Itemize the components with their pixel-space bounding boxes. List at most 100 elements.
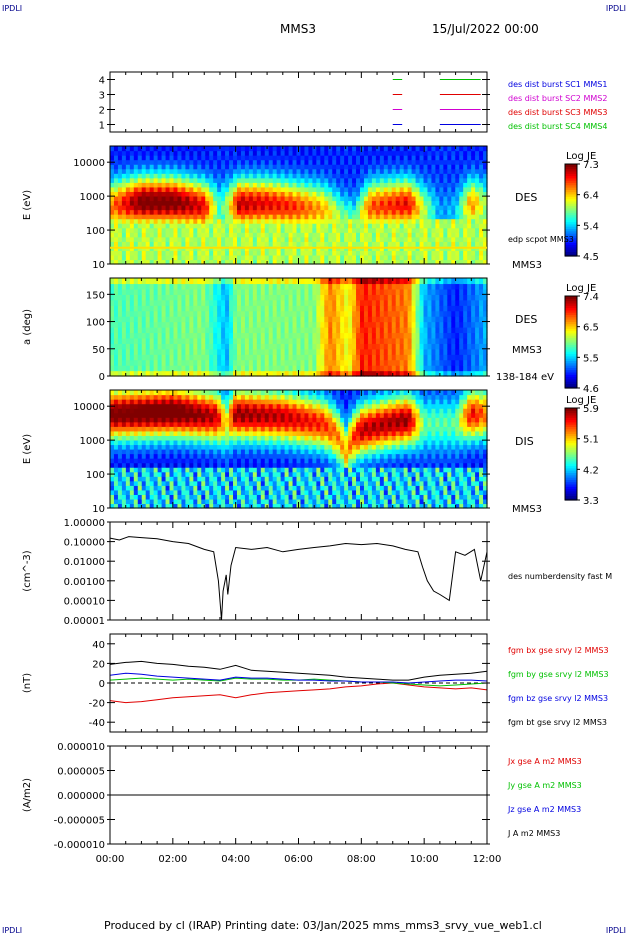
heatmap-cell — [400, 283, 405, 289]
heatmap-cell — [253, 305, 258, 311]
heatmap-cell — [408, 360, 413, 366]
heatmap-cell — [320, 338, 325, 344]
heatmap-cell — [122, 365, 127, 371]
y-tick-label-burst-status: 2 — [99, 106, 105, 117]
heatmap-cell — [257, 250, 262, 255]
heatmap-cell — [332, 250, 337, 255]
heatmap-cell — [300, 223, 305, 228]
heatmap-cell — [150, 316, 155, 322]
heatmap-cell — [459, 173, 464, 178]
heatmap-cell — [479, 349, 484, 355]
heatmap-cell — [332, 182, 337, 187]
heatmap-cell — [241, 316, 246, 322]
heatmap-cell — [245, 305, 250, 311]
heatmap-cell — [340, 283, 345, 289]
heatmap-cell — [245, 283, 250, 289]
heatmap-cell — [166, 219, 171, 224]
heatmap-cell — [475, 241, 480, 246]
heatmap-cell — [189, 160, 194, 165]
heatmap-cell — [273, 241, 278, 246]
heatmap-cell — [328, 146, 333, 151]
heatmap-cell — [146, 311, 151, 317]
heatmap-cell — [205, 354, 210, 360]
heatmap-cell — [162, 223, 167, 228]
heatmap-cell — [138, 444, 143, 449]
heatmap-cell — [241, 155, 246, 160]
heatmap-cell — [217, 316, 222, 322]
heatmap-cell — [304, 182, 309, 187]
heatmap-cell — [463, 294, 468, 300]
heatmap-cell — [181, 458, 186, 463]
heatmap-cell — [459, 228, 464, 233]
heatmap-cell — [336, 278, 341, 284]
heatmap-cell — [134, 444, 139, 449]
heatmap-cell — [134, 169, 139, 174]
heatmap-cell — [427, 214, 432, 219]
heatmap-cell — [463, 365, 468, 371]
heatmap-cell — [281, 173, 286, 178]
heatmap-cell — [344, 228, 349, 233]
heatmap-cell — [201, 205, 206, 210]
heatmap-cell — [261, 164, 266, 169]
heatmap-cell — [162, 476, 167, 481]
heatmap-cell — [209, 338, 214, 344]
heatmap-cell — [209, 178, 214, 183]
heatmap-cell — [332, 283, 337, 289]
heatmap-cell — [376, 173, 381, 178]
heatmap-cell — [162, 187, 167, 192]
heatmap-cell — [261, 200, 266, 205]
heatmap-cell — [197, 250, 202, 255]
heatmap-cell — [114, 196, 119, 201]
heatmap-cell — [146, 160, 151, 165]
heatmap-cell — [376, 151, 381, 156]
heatmap-cell — [162, 228, 167, 233]
y-tick-label-des-pitch: 150 — [86, 290, 105, 301]
heatmap-cell — [177, 205, 182, 210]
heatmap-cell — [439, 241, 444, 246]
heatmap-cell — [277, 316, 282, 322]
heatmap-cell — [118, 155, 123, 160]
heatmap-cell — [277, 228, 282, 233]
heatmap-cell — [273, 205, 278, 210]
heatmap-cell — [162, 440, 167, 445]
heatmap-cell — [376, 255, 381, 260]
heatmap-cell — [197, 294, 202, 300]
heatmap-cell — [293, 155, 298, 160]
heatmap-cell — [150, 294, 155, 300]
heatmap-cell — [229, 191, 234, 196]
heatmap-cell — [114, 151, 119, 156]
heatmap-cell — [384, 289, 389, 295]
heatmap-cell — [265, 223, 270, 228]
heatmap-cell — [277, 223, 282, 228]
heatmap-cell — [412, 151, 417, 156]
heatmap-cell — [372, 182, 377, 187]
heatmap-cell — [114, 454, 119, 459]
heatmap-cell — [300, 311, 305, 317]
heatmap-cell — [340, 219, 345, 224]
heatmap-cell — [134, 300, 139, 306]
heatmap-cell — [348, 237, 353, 242]
heatmap-cell — [396, 173, 401, 178]
heatmap-cell — [118, 449, 123, 454]
heatmap-cell — [233, 200, 238, 205]
heatmap-cell — [340, 160, 345, 165]
heatmap-cell — [273, 300, 278, 306]
heatmap-cell — [197, 223, 202, 228]
heatmap-cell — [455, 300, 460, 306]
heatmap-cell — [154, 463, 159, 468]
heatmap-cell — [138, 343, 143, 349]
heatmap-cell — [479, 164, 484, 169]
heatmap-cell — [427, 146, 432, 151]
heatmap-cell — [416, 214, 421, 219]
heatmap-cell — [368, 316, 373, 322]
heatmap-cell — [320, 191, 325, 196]
heatmap-cell — [217, 327, 222, 333]
heatmap-cell — [400, 316, 405, 322]
heatmap-cell — [455, 311, 460, 317]
heatmap-cell — [249, 169, 254, 174]
heatmap-cell — [372, 173, 377, 178]
heatmap-cell — [146, 476, 151, 481]
heatmap-cell — [126, 151, 131, 156]
heatmap-cell — [209, 316, 214, 322]
heatmap-cell — [138, 449, 143, 454]
